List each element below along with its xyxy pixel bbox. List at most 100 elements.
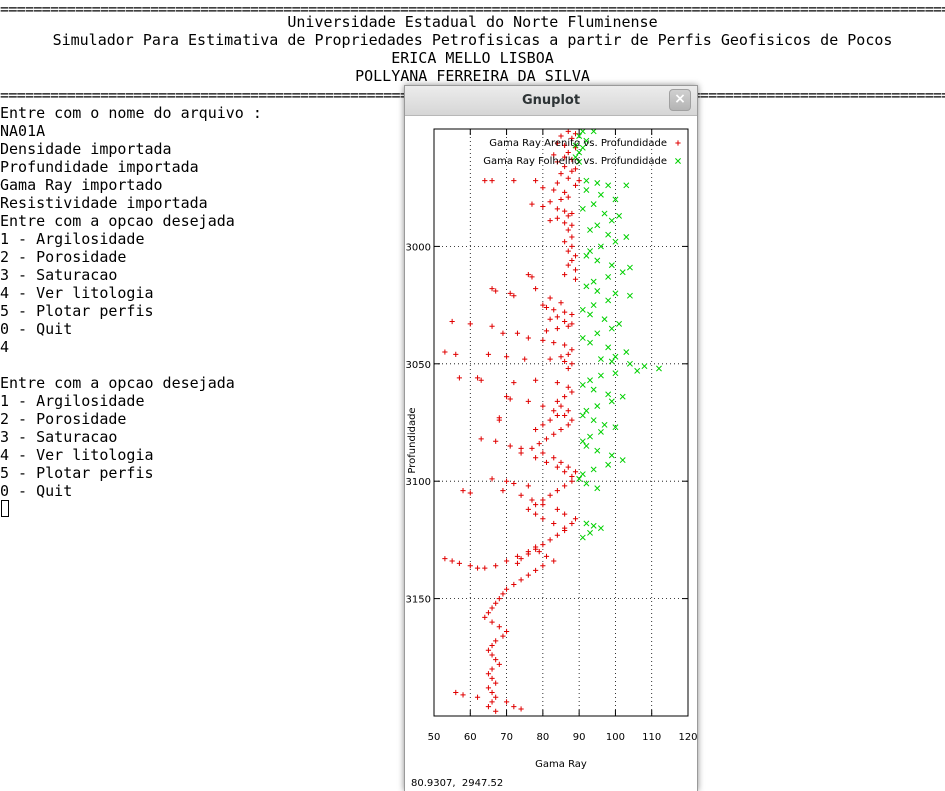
- data-point: [565, 365, 571, 372]
- data-point: [565, 262, 571, 268]
- data-point: [547, 537, 553, 543]
- header-university: Universidade Estadual do Norte Fluminens…: [287, 13, 658, 31]
- data-point: [540, 563, 546, 569]
- data-point: [558, 171, 564, 177]
- data-point: [612, 424, 619, 431]
- data-point: [496, 661, 502, 667]
- data-point: [616, 212, 623, 219]
- data-point: [482, 565, 488, 571]
- data-point: [583, 137, 590, 144]
- data-point: [562, 142, 568, 149]
- data-point: [562, 154, 568, 160]
- data-point: [626, 264, 633, 271]
- data-point: [449, 558, 455, 564]
- close-button[interactable]: ×: [669, 89, 691, 111]
- data-point: [525, 483, 531, 489]
- data-point: [496, 596, 502, 602]
- data-point: [547, 356, 553, 362]
- data-point: [579, 471, 586, 478]
- data-point: [540, 422, 546, 428]
- data-point: [551, 408, 557, 414]
- data-point: [533, 178, 539, 184]
- data-point: [525, 335, 531, 341]
- data-point: [554, 412, 560, 419]
- data-point: [489, 652, 495, 658]
- data-point: [569, 321, 575, 327]
- data-point: [533, 377, 539, 383]
- data-point: [551, 455, 557, 461]
- data-point: [623, 234, 630, 240]
- data-point: [503, 586, 510, 592]
- data-point: [449, 318, 455, 325]
- data-point: [489, 675, 495, 682]
- data-point: [489, 286, 495, 292]
- data-point: [565, 213, 571, 219]
- data-point: [518, 577, 524, 583]
- data-point: [562, 220, 568, 226]
- data-point: [474, 694, 481, 700]
- data-point: [554, 314, 560, 320]
- data-point: [597, 372, 604, 379]
- data-point: [489, 178, 495, 184]
- data-point: [612, 370, 619, 377]
- data-point: [460, 487, 466, 494]
- y-tick-label: 3050: [406, 360, 431, 371]
- data-point: [558, 403, 564, 409]
- data-point: [558, 426, 564, 433]
- x-tick-label: 70: [500, 732, 513, 743]
- data-point: [478, 436, 484, 442]
- data-point: [493, 438, 499, 444]
- data-point: [569, 311, 575, 318]
- data-point: [540, 502, 546, 508]
- data-point: [569, 257, 575, 264]
- data-point: [565, 323, 571, 329]
- legend-marker: [675, 140, 681, 146]
- x-tick-label: 100: [606, 732, 625, 743]
- x-tick-label: 120: [678, 732, 697, 743]
- data-point: [493, 694, 499, 700]
- data-point: [493, 657, 499, 663]
- terminal-line: Entre com o nome do arquivo :: [0, 104, 262, 122]
- data-point: [572, 469, 579, 475]
- data-point: [558, 300, 564, 306]
- text-cursor: [1, 500, 9, 517]
- data-point: [489, 642, 495, 649]
- data-point: [533, 455, 539, 461]
- data-point: [547, 417, 553, 423]
- data-point: [616, 320, 623, 327]
- gnuplot-titlebar[interactable]: Gnuplot ×: [405, 86, 697, 116]
- terminal-line: 0 - Quit: [0, 482, 73, 500]
- data-point: [460, 692, 466, 698]
- data-point: [569, 222, 575, 228]
- x-tick-label: 110: [642, 732, 661, 743]
- data-point: [565, 248, 571, 254]
- data-point: [485, 685, 492, 691]
- data-point: [540, 516, 546, 522]
- data-point: [533, 544, 539, 550]
- data-point: [547, 295, 553, 301]
- gnuplot-window[interactable]: Gnuplot × 50 60 70 80 90 100 110 120 3000 3050 310…: [404, 85, 698, 791]
- data-point: [590, 522, 597, 529]
- data-point: [547, 199, 553, 205]
- terminal-line: 3 - Saturacao: [0, 266, 118, 284]
- data-point: [456, 560, 462, 566]
- data-point: [572, 267, 579, 273]
- data-point: [529, 274, 535, 280]
- data-point: [442, 556, 448, 562]
- data-point: [554, 180, 560, 186]
- data-point: [605, 297, 612, 304]
- data-point: [511, 293, 517, 299]
- data-point: [489, 323, 495, 329]
- data-point: [496, 624, 502, 630]
- data-point: [576, 133, 583, 139]
- terminal-line: 1 - Argilosidade: [0, 392, 145, 410]
- data-point: [489, 605, 495, 611]
- window-title: Gnuplot: [521, 93, 581, 108]
- data-point: [478, 377, 484, 383]
- gnuplot-chart[interactable]: 50 60 70 80 90 100 110 120 3000 3050 3100 3150 Gama …: [405, 116, 697, 778]
- data-point: [503, 478, 510, 484]
- data-point: [619, 269, 626, 276]
- data-point: [597, 356, 604, 363]
- terminal-line: 4 - Ver litologia: [0, 446, 154, 464]
- terminal-line: NA01A: [0, 122, 46, 140]
